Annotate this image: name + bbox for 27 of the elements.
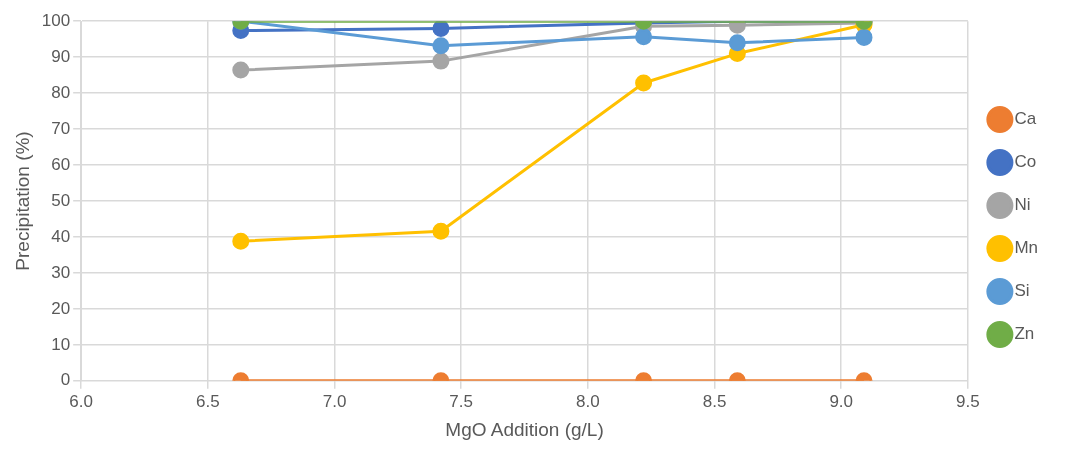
y-tick-label: 50 (51, 190, 71, 210)
y-tick-label: 10 (51, 334, 71, 354)
x-tick-label: 7.5 (449, 391, 474, 411)
y-tick-label: 70 (51, 118, 71, 138)
y-tick-label: 90 (51, 46, 71, 66)
y-tick-label: 100 (41, 10, 71, 30)
x-axis-title: MgO Addition (g/L) (445, 418, 604, 440)
legend-label: Zn (1014, 324, 1035, 344)
x-tick-label: 6.5 (196, 391, 220, 411)
x-tick-label: 9.5 (956, 391, 980, 411)
legend-label: Ca (1014, 109, 1037, 129)
x-tick-label: 6.0 (69, 391, 93, 411)
y-tick-label: 40 (51, 226, 71, 246)
y-tick-label: 20 (51, 298, 71, 318)
y-tick-label: 30 (51, 262, 71, 282)
y-tick-label: 60 (51, 154, 71, 174)
x-tick-label: 8.5 (702, 391, 727, 411)
y-axis-title: Precipitation (%) (11, 131, 33, 271)
x-tick-label: 7.0 (322, 391, 347, 411)
legend-label: Si (1014, 281, 1030, 301)
legend-label: Co (1014, 152, 1037, 172)
legend-label: Mn (1014, 238, 1039, 258)
legend-label: Ni (1014, 195, 1031, 215)
x-tick-label: 9.0 (829, 391, 854, 411)
y-tick-label: 80 (51, 82, 71, 102)
x-tick-label: 8.0 (576, 391, 600, 411)
y-tick-label: 0 (60, 370, 71, 390)
